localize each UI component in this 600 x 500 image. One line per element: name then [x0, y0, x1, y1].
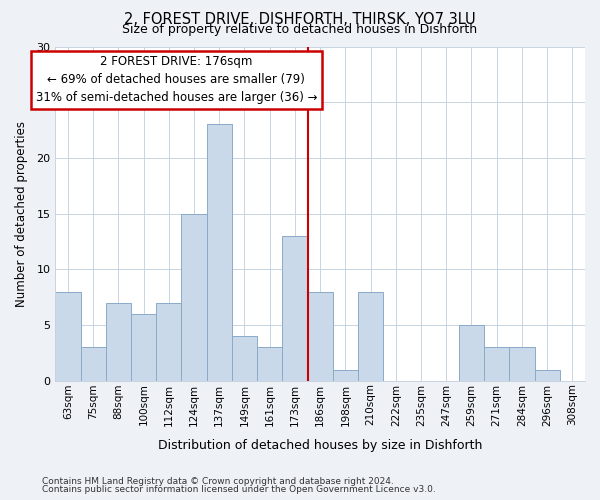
Bar	[535, 370, 560, 380]
Bar	[257, 348, 283, 380]
Bar	[333, 370, 358, 380]
Bar	[181, 214, 206, 380]
Text: 2 FOREST DRIVE: 176sqm
← 69% of detached houses are smaller (79)
31% of semi-det: 2 FOREST DRIVE: 176sqm ← 69% of detached…	[35, 56, 317, 104]
Bar	[459, 325, 484, 380]
Bar	[106, 302, 131, 380]
Text: Contains HM Land Registry data © Crown copyright and database right 2024.: Contains HM Land Registry data © Crown c…	[42, 477, 394, 486]
Text: Contains public sector information licensed under the Open Government Licence v3: Contains public sector information licen…	[42, 485, 436, 494]
Bar	[308, 292, 333, 380]
Bar	[484, 348, 509, 380]
Y-axis label: Number of detached properties: Number of detached properties	[15, 120, 28, 306]
Text: 2, FOREST DRIVE, DISHFORTH, THIRSK, YO7 3LU: 2, FOREST DRIVE, DISHFORTH, THIRSK, YO7 …	[124, 12, 476, 28]
Bar	[131, 314, 156, 380]
Bar	[283, 236, 308, 380]
Bar	[206, 124, 232, 380]
Text: Size of property relative to detached houses in Dishforth: Size of property relative to detached ho…	[122, 22, 478, 36]
Bar	[80, 348, 106, 380]
X-axis label: Distribution of detached houses by size in Dishforth: Distribution of detached houses by size …	[158, 440, 482, 452]
Bar	[509, 348, 535, 380]
Bar	[55, 292, 80, 380]
Bar	[232, 336, 257, 380]
Bar	[156, 302, 181, 380]
Bar	[358, 292, 383, 380]
